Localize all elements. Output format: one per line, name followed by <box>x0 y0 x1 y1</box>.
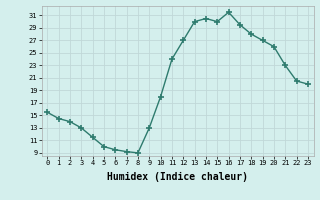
X-axis label: Humidex (Indice chaleur): Humidex (Indice chaleur) <box>107 172 248 182</box>
